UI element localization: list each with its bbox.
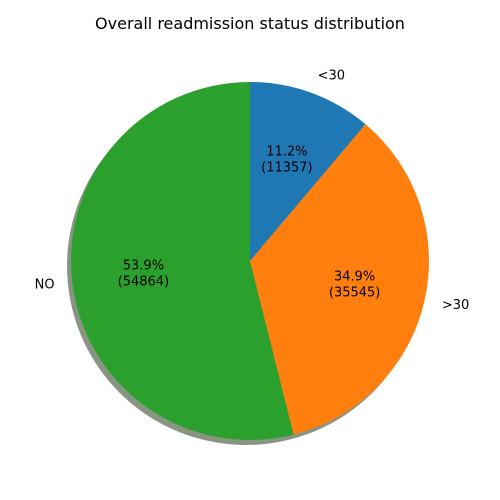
pie-slice-NO — [70, 82, 294, 440]
slice-count-label: (35545) — [329, 286, 381, 301]
pie-labels: <30 11.2%(11357) >30 34.9%(35545) NO 53.9%(54… — [35, 69, 470, 313]
pie-slices — [70, 82, 429, 440]
slice-label: NO — [35, 278, 55, 293]
slice-label: >30 — [442, 298, 469, 313]
slice-label: <30 — [318, 69, 345, 84]
slice-percent-label: 53.9% — [123, 259, 164, 274]
slice-percent-label: 34.9% — [334, 270, 375, 285]
slice-count-label: (54864) — [118, 275, 170, 290]
pie-slice-30 — [250, 124, 429, 435]
slice-count-label: (11357) — [261, 161, 313, 176]
slice-percent-label: 11.2% — [266, 145, 307, 160]
chart-title: Overall readmission status distribution — [95, 14, 405, 33]
pie-slice-30 — [250, 82, 366, 261]
